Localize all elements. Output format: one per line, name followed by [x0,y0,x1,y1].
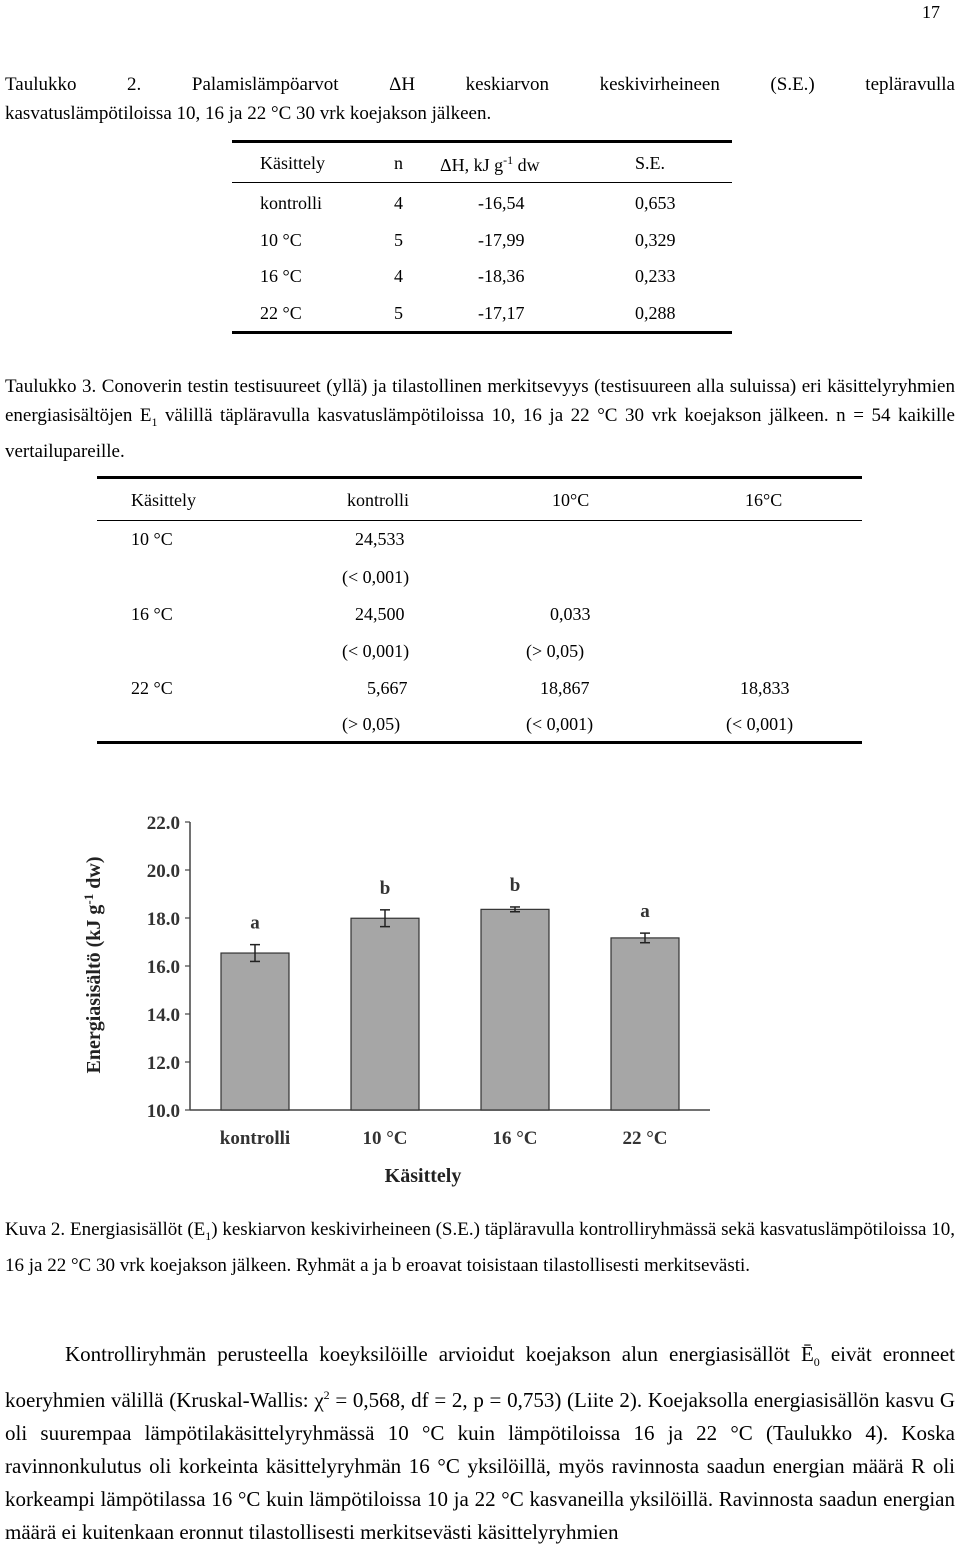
table-cell: 18,833 [740,678,790,698]
table-cell: (< 0,001) [726,714,794,734]
table2-bottom-rule [232,331,732,334]
figure-caption: Kuva 2. Energiasisällöt (E1) keskiarvon … [5,1219,955,1276]
chart-y-tick-label: 20.0 [147,861,180,882]
table3-header-kasittely: Käsittely [131,490,196,510]
table-cell: 22 °C [260,303,302,323]
chart-y-tick-label: 12.0 [147,1053,180,1074]
table-cell: -16,54 [478,193,525,213]
table3-header-kontrolli: kontrolli [347,490,409,510]
table-cell: -17,99 [478,230,525,250]
table3-top-rule [97,476,862,479]
chart-ylabel: Energiasisältö (kJ g-1 dw) [81,857,106,1074]
table3-caption: Taulukko 3. Conoverin testin testisuuree… [5,376,955,462]
table3-header-16c: 16°C [745,490,783,510]
table2-header-se: S.E. [635,153,666,173]
table-cell: 24,500 [355,604,405,624]
chart-y-tick-label: 22.0 [147,813,180,834]
table-cell: -17,17 [478,303,525,323]
table2-caption-line1: Taulukko 2. Palamislämpöarvot ΔH keskiar… [5,74,955,95]
table-cell: kontrolli [260,193,322,213]
chart-x-tick-label: kontrolli [220,1128,290,1149]
table2-header-n: n [394,153,403,173]
table2-top-rule [232,140,732,143]
table-cell: 24,533 [355,529,405,549]
chart-y-tick-label: 16.0 [147,957,180,978]
table-cell: 16 °C [260,266,302,286]
chart-x-tick-label: 22 °C [622,1128,667,1149]
chart-significance-label: b [380,878,391,899]
table-cell: (< 0,001) [342,641,410,661]
chart-bar [220,952,290,1111]
table-cell: 18,867 [540,678,590,698]
energy-bar-chart-svg: 10.0 12.0 14.0 16.0 18.0 20.0 22.0 a kontrolli b… [81,813,710,1187]
table3-header-rule [97,520,862,521]
table-cell: 5 [394,230,403,250]
table-cell: 0,329 [635,230,676,250]
table-cell: 0,033 [550,604,591,624]
table-cell: 16 °C [131,604,173,624]
table-cell: (< 0,001) [526,714,594,734]
table-cell: 4 [394,266,403,286]
table-cell: 10 °C [260,230,302,250]
table2-header-dh: ΔH, kJ g-1 dw [440,153,540,175]
table-cell: (> 0,05) [342,714,401,734]
table-cell: 22 °C [131,678,173,698]
table-cell: 5 [394,303,403,323]
chart-bar [610,937,680,1111]
chart-y-tick-label: 18.0 [147,909,180,930]
table-cell: 0,233 [635,266,676,286]
table-cell: -18,36 [478,266,525,286]
page-number: 17 [922,2,940,22]
table-cell: (> 0,05) [526,641,585,661]
table3-header-10c: 10°C [552,490,590,510]
table-cell: 0,653 [635,193,676,213]
table-cell: 0,288 [635,303,676,323]
chart-significance-label: a [250,913,260,934]
chart-y-tick-label: 10.0 [147,1101,180,1122]
table-cell: 4 [394,193,403,213]
chart-y-tick-label: 14.0 [147,1005,180,1026]
table-cell: 5,667 [367,678,408,698]
chart-bar [480,908,550,1111]
energy-bar-chart: 10.0 12.0 14.0 16.0 18.0 20.0 22.0 a kontrolli b… [60,800,740,1200]
chart-x-tick-label: 16 °C [492,1128,537,1149]
table3-bottom-rule [97,741,862,744]
table-cell: (< 0,001) [342,567,410,587]
chart-x-tick-label: 10 °C [362,1128,407,1149]
table-cell: 10 °C [131,529,173,549]
chart-xlabel: Käsittely [385,1165,462,1187]
table2-header-rule [232,182,732,183]
table2-caption-line2: kasvatuslämpötiloissa 10, 16 ja 22 °C 30… [5,103,492,124]
chart-significance-label: b [510,875,521,896]
body-paragraph: Kontrolliryhmän perusteella koeyksilöill… [5,1342,956,1545]
table2-header-kasittely: Käsittely [260,153,325,173]
chart-significance-label: a [640,901,650,922]
chart-bar [350,917,420,1111]
